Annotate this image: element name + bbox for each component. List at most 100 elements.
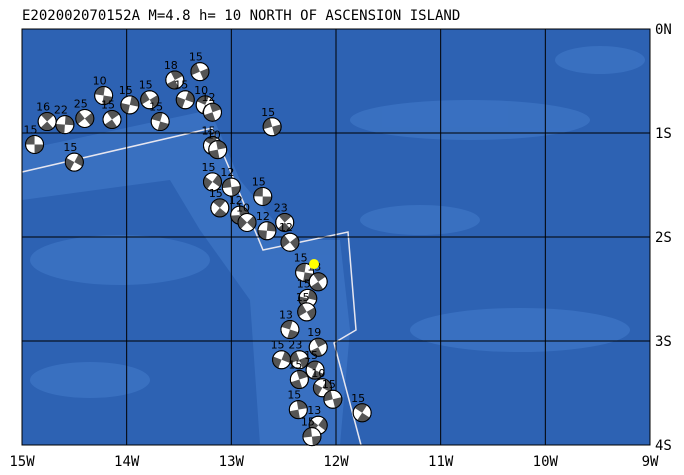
- beachball-quadrant: [278, 213, 292, 232]
- focal-mechanism: [150, 112, 170, 132]
- depth-label: 15: [261, 106, 275, 119]
- beachball-quadrant: [257, 221, 276, 240]
- beachball-outline: [280, 320, 300, 340]
- beachball-outline: [295, 262, 315, 282]
- beachball-outline: [64, 152, 84, 172]
- depth-label: 15: [63, 141, 77, 154]
- beachball-outline: [257, 221, 277, 241]
- depth-label: 15: [201, 124, 215, 137]
- depth-label: 15: [201, 161, 215, 174]
- beachball-outline: [55, 115, 75, 135]
- beachball-quadrant: [104, 110, 120, 129]
- depth-label: 15: [252, 175, 266, 188]
- focal-mechanism: [302, 427, 322, 447]
- beachball-quadrant: [297, 304, 316, 320]
- beachball-outline: [190, 62, 210, 82]
- beachball-outline: [210, 198, 230, 218]
- y-tick-label: 4S: [655, 438, 672, 454]
- beachball-quadrant: [203, 174, 222, 190]
- focal-mechanism: [298, 288, 318, 308]
- beachball-outline: [308, 337, 328, 357]
- focal-mechanism: [25, 134, 45, 154]
- depth-label: 15: [301, 416, 315, 429]
- beachball-quadrant: [323, 390, 342, 408]
- beachball-quadrant: [203, 103, 222, 122]
- beachball-quadrant: [295, 263, 314, 282]
- y-tick-label: 0N: [655, 22, 672, 38]
- beachball-outline: [308, 272, 328, 292]
- depth-label: 15: [294, 251, 308, 264]
- focal-mechanism: [280, 232, 300, 252]
- focal-mechanism: [75, 108, 95, 128]
- beachball-quadrant: [120, 96, 139, 114]
- beachball-quadrant: [176, 91, 195, 109]
- focal-mechanism: [221, 177, 241, 197]
- x-tick-label: 15W: [9, 454, 35, 470]
- depth-label: 15: [297, 277, 311, 290]
- beachball-quadrant: [298, 289, 317, 308]
- focal-mechanism: [253, 186, 273, 206]
- focal-mechanism: [175, 90, 195, 110]
- focal-mechanism: [289, 350, 309, 370]
- beachball-outline: [323, 389, 343, 409]
- focal-mechanism: [257, 221, 277, 241]
- depth-label: 18: [164, 59, 178, 72]
- beachball-outline: [262, 117, 282, 137]
- beachball-quadrant: [290, 370, 308, 389]
- beachball-outline: [305, 360, 325, 380]
- beachball-quadrant: [75, 111, 94, 126]
- focal-mechanism: [262, 117, 282, 137]
- beachball-outline: [237, 212, 257, 232]
- beachball-outline: [312, 378, 332, 398]
- beachball-quadrant: [212, 198, 227, 217]
- beachball-outline: [150, 112, 170, 132]
- depth-label: 15: [304, 349, 318, 362]
- focal-mechanism: [208, 140, 228, 160]
- focal-mechanism: [210, 198, 230, 218]
- beachball-outline: [75, 108, 95, 128]
- beachball-outline: [289, 369, 309, 389]
- beachball-quadrant: [263, 118, 282, 136]
- focal-mechanism: [297, 302, 317, 322]
- depth-label: 23: [274, 201, 288, 214]
- beachball-quadrant: [306, 361, 324, 380]
- focal-mechanism: [202, 172, 222, 192]
- beachball-outline: [297, 302, 317, 322]
- depth-label: 15: [209, 187, 223, 200]
- depth-label: 15: [149, 101, 163, 114]
- depth-label: 15: [174, 79, 188, 92]
- beachball-quadrant: [290, 351, 309, 369]
- focal-mechanism: [37, 112, 57, 132]
- focal-mechanism: [202, 102, 222, 122]
- beachball-quadrant: [55, 115, 74, 134]
- y-tick-label: 2S: [655, 230, 672, 246]
- depth-label: 12: [220, 166, 234, 179]
- x-tick-label: 11W: [428, 454, 454, 470]
- epicenter: [309, 259, 320, 270]
- y-tick-label: 3S: [655, 334, 672, 350]
- beachball-outline: [202, 102, 222, 122]
- beachball-outline: [120, 95, 140, 115]
- focal-mechanism: [102, 109, 122, 129]
- beachball-quadrant: [272, 351, 291, 369]
- depth-label: 16: [36, 101, 50, 114]
- depth-label: 15: [322, 378, 336, 391]
- focal-mechanism: [308, 272, 328, 292]
- focal-mechanism: [165, 70, 185, 90]
- beachball-quadrant: [230, 206, 249, 225]
- focal-mechanism: [289, 369, 309, 389]
- beachball-outline: [102, 109, 122, 129]
- focal-mechanism: [288, 400, 308, 420]
- focal-mechanism: [280, 320, 300, 340]
- beachball-quadrant: [281, 320, 299, 339]
- beachball-outline: [140, 90, 160, 110]
- depth-label: 15: [101, 98, 115, 111]
- depth-label: 12: [256, 210, 270, 223]
- beachball-outline: [352, 403, 372, 423]
- beachball-outline: [289, 350, 309, 370]
- depth-label: 10: [194, 84, 208, 97]
- depth-label: 10: [93, 75, 107, 88]
- depth-label: 22: [54, 104, 68, 117]
- beachball-outline: [202, 172, 222, 192]
- x-tick-label: 10W: [533, 454, 559, 470]
